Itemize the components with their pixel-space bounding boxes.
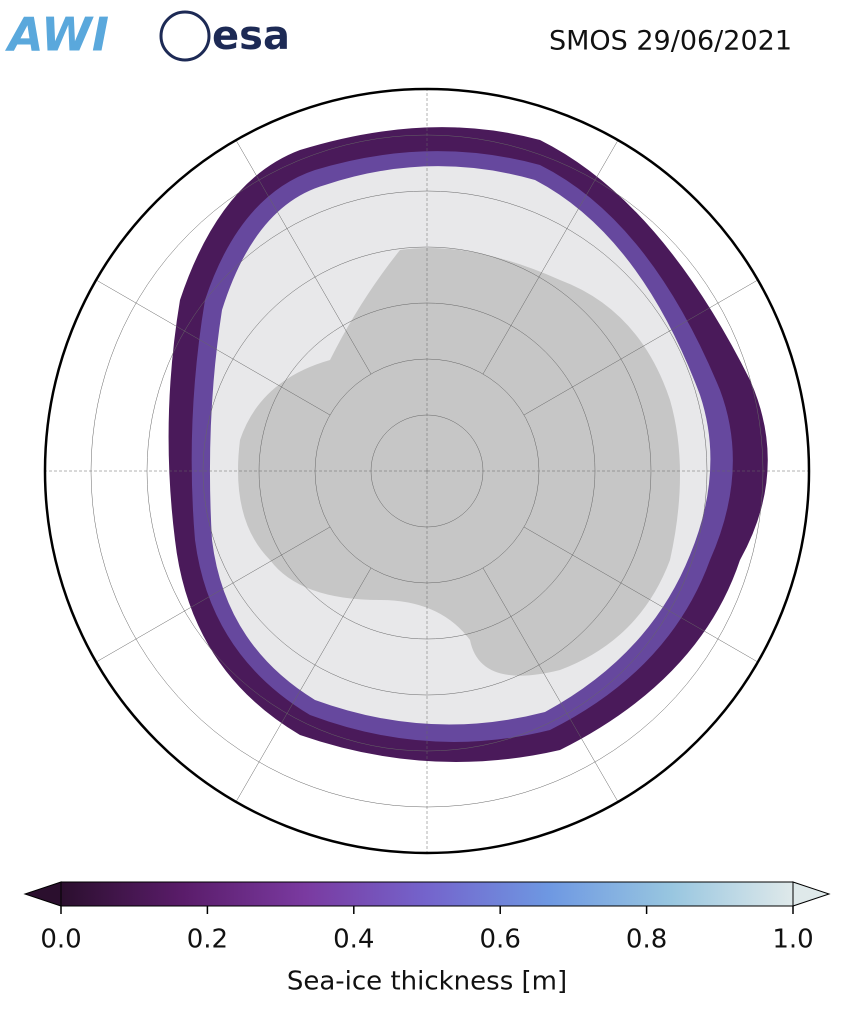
title: SMOS 29/06/2021 — [549, 26, 792, 57]
meridian — [523, 270, 774, 416]
meridian — [523, 526, 774, 672]
colorbar-frame — [60, 881, 794, 907]
map — [45, 89, 809, 853]
tick-label: 1.0 — [772, 925, 813, 955]
tick-label: 0.8 — [626, 925, 667, 955]
meridian — [80, 526, 331, 672]
colorbar-extend-high — [792, 881, 831, 907]
tick-label: 0.0 — [40, 925, 81, 955]
land — [238, 248, 680, 676]
graticule — [45, 89, 809, 853]
esa-logo: esa — [212, 13, 290, 59]
tick-label: 0.4 — [333, 925, 374, 955]
colorbar-label: Sea-ice thickness [m] — [287, 967, 567, 997]
meridian — [482, 124, 628, 375]
tick-label: 0.6 — [480, 925, 521, 955]
esa-emblem — [159, 10, 211, 62]
meridian — [80, 270, 331, 416]
colorbar — [61, 882, 793, 906]
colorbar-ticks: 0.0 0.2 0.4 0.6 0.8 1.0 — [40, 906, 814, 955]
meridian — [226, 567, 372, 818]
map-boundary — [43, 87, 811, 855]
meridian — [226, 124, 372, 375]
parallel — [202, 246, 652, 696]
colorbar-extend-low — [23, 881, 62, 907]
awi-logo: AWI — [5, 8, 109, 62]
tick-label: 0.2 — [187, 925, 228, 955]
meridian — [482, 567, 628, 818]
